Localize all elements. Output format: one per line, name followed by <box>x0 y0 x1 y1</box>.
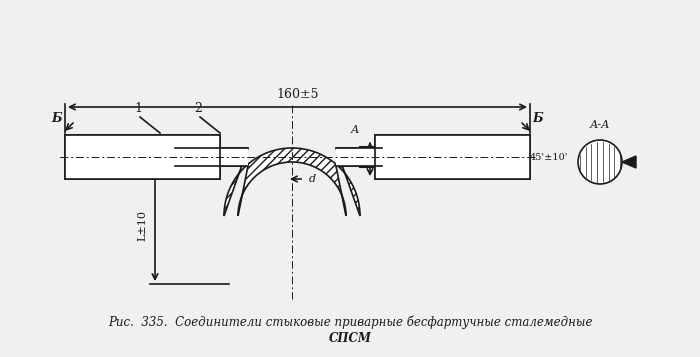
Polygon shape <box>175 148 382 216</box>
Polygon shape <box>175 148 248 166</box>
Text: 1: 1 <box>134 102 142 115</box>
Polygon shape <box>375 135 530 179</box>
Text: А: А <box>374 157 382 167</box>
Polygon shape <box>336 148 382 166</box>
Text: Рис.  335.  Соединители стыковые приварные бесфартучные сталемедные: Рис. 335. Соединители стыковые приварные… <box>108 315 592 329</box>
Text: d: d <box>309 174 316 184</box>
Text: А: А <box>351 125 359 135</box>
Text: 160±5: 160±5 <box>276 88 318 101</box>
Text: Б: Б <box>52 112 62 125</box>
Text: А-А: А-А <box>589 120 610 130</box>
Text: L±10: L±10 <box>137 210 147 241</box>
Text: 2: 2 <box>194 102 202 115</box>
Polygon shape <box>622 156 636 168</box>
Polygon shape <box>375 135 530 179</box>
Text: 45'±10': 45'±10' <box>529 152 568 161</box>
Text: Б: Б <box>533 112 543 125</box>
Text: СПСМ: СПСМ <box>328 332 372 345</box>
Polygon shape <box>65 135 220 179</box>
Circle shape <box>578 140 622 184</box>
Polygon shape <box>65 135 220 179</box>
